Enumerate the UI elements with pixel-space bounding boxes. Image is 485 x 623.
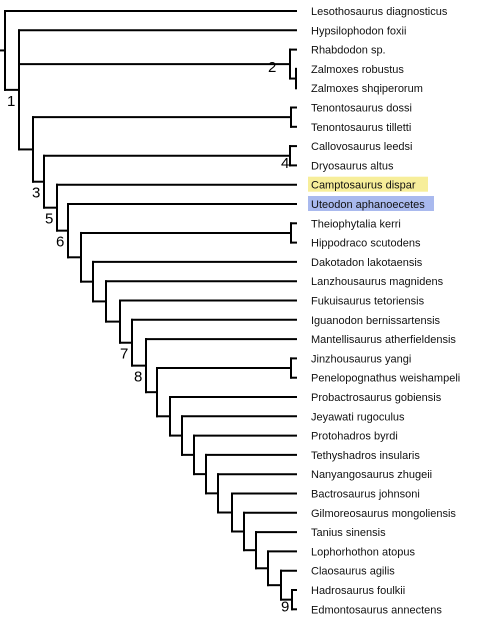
taxon-label: Zalmoxes shqiperorum <box>311 83 423 95</box>
taxon-label: Tethyshadros insularis <box>311 450 420 462</box>
taxon-label: Jinzhousaurus yangi <box>311 353 411 365</box>
taxon-label: Hippodraco scutodens <box>311 238 421 250</box>
taxon-label: Edmontosaurus annectens <box>311 604 442 616</box>
taxon-label: Penelopognathus weishampeli <box>311 373 460 385</box>
node-number-label: 9 <box>281 599 289 616</box>
taxon-label: Uteodon aphanoecetes <box>311 199 425 211</box>
taxon-highlight <box>308 176 428 192</box>
taxon-label: Lophorhothon atopus <box>311 546 415 558</box>
taxon-label: Iguanodon bernissartensis <box>311 315 441 327</box>
taxon-label: Rhabdodon sp. <box>311 45 386 57</box>
taxon-highlight <box>308 196 434 211</box>
taxon-label: Zalmoxes robustus <box>311 64 404 76</box>
node-number-label: 6 <box>56 234 64 251</box>
taxon-label: Camptosaurus dispar <box>311 180 416 192</box>
taxon-label: Tenontosaurus dossi <box>311 103 412 115</box>
node-number-label: 1 <box>7 93 15 110</box>
taxon-label: Probactrosaurus gobiensis <box>311 392 442 404</box>
taxon-label: Tanius sinensis <box>311 527 386 539</box>
taxon-label: Lesothosaurus diagnosticus <box>311 6 448 18</box>
taxon-label: Gilmoreosaurus mongoliensis <box>311 508 456 520</box>
taxon-label: Claosaurus agilis <box>311 566 395 578</box>
taxon-label: Nanyangosaurus zhugeii <box>311 469 432 481</box>
node-number-label: 4 <box>281 155 289 172</box>
taxon-label: Dryosaurus altus <box>311 160 394 172</box>
node-number-label: 8 <box>134 369 142 386</box>
node-number-label: 5 <box>45 211 53 228</box>
taxon-label: Theiophytalia kerri <box>311 218 401 230</box>
taxon-label: Bactrosaurus johnsoni <box>311 489 420 501</box>
taxon-label: Jeyawati rugoculus <box>311 411 405 423</box>
node-number-label: 3 <box>32 185 40 202</box>
taxon-label: Callovosaurus leedsi <box>311 141 413 153</box>
taxon-label: Hypsilophodon foxii <box>311 25 406 37</box>
taxon-label: Dakotadon lakotaensis <box>311 257 423 269</box>
taxon-label: Fukuisaurus tetoriensis <box>311 296 425 308</box>
node-number-label: 7 <box>120 346 128 363</box>
taxon-label: Protohadros byrdi <box>311 431 398 443</box>
taxon-label: Tenontosaurus tilletti <box>311 122 411 134</box>
node-number-label: 2 <box>268 59 276 76</box>
taxon-label: Lanzhousaurus magnidens <box>311 276 444 288</box>
taxon-label: Hadrosaurus foulkii <box>311 585 405 597</box>
taxon-label: Mantellisaurus atherfieldensis <box>311 334 456 346</box>
